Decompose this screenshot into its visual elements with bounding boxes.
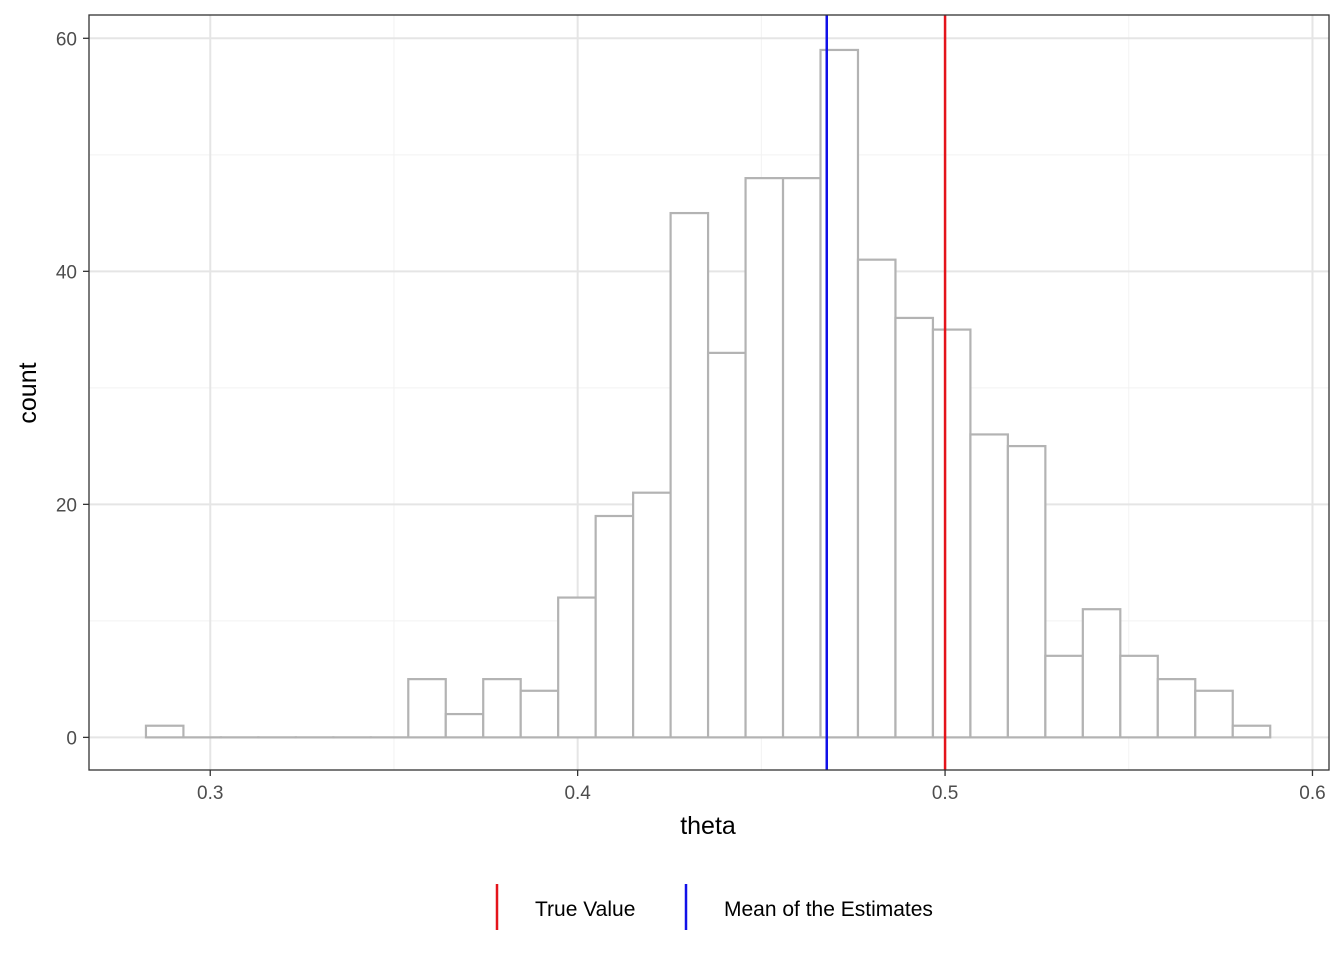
y-axis: 0 20 40 60 [56,29,89,749]
legend-label-mean-estimates: Mean of the Estimates [724,898,933,921]
histogram-bar [1083,609,1120,737]
histogram-bar [558,598,595,738]
legend: True Value Mean of the Estimates [497,884,933,930]
x-tick-label: 0.4 [564,783,591,804]
histogram-bar [708,353,745,737]
histogram-bar [146,726,183,738]
histogram-bar [1008,446,1045,737]
x-axis: 0.3 0.4 0.5 0.6 [197,770,1326,804]
histogram-bar [1233,726,1270,738]
histogram-bar [1045,656,1082,738]
histogram-bar [483,679,520,737]
y-tick-label: 40 [56,262,77,283]
histogram-bar [671,213,708,737]
histogram-bar [746,178,783,737]
histogram-bar [895,318,932,737]
histogram-bar [783,178,820,737]
histogram-bar [970,434,1007,737]
histogram-bar [858,260,895,738]
histogram-bar [1195,691,1232,738]
y-tick-label: 0 [66,728,77,749]
y-tick-label: 20 [56,495,77,516]
histogram-bar [633,493,670,738]
histogram-bar [1120,656,1157,738]
x-tick-label: 0.6 [1299,783,1325,804]
x-axis-title: theta [680,812,736,840]
histogram-bars [146,50,1270,737]
histogram-bar [933,330,970,738]
histogram-bar [408,679,445,737]
histogram-bar [1158,679,1195,737]
histogram-bar [596,516,633,737]
histogram-bar [521,691,558,738]
y-tick-label: 60 [56,29,77,50]
x-tick-label: 0.5 [932,783,958,804]
legend-label-true-value: True Value [535,898,635,921]
y-axis-title: count [14,362,42,423]
histogram-bar [446,714,483,737]
x-tick-label: 0.3 [197,783,223,804]
